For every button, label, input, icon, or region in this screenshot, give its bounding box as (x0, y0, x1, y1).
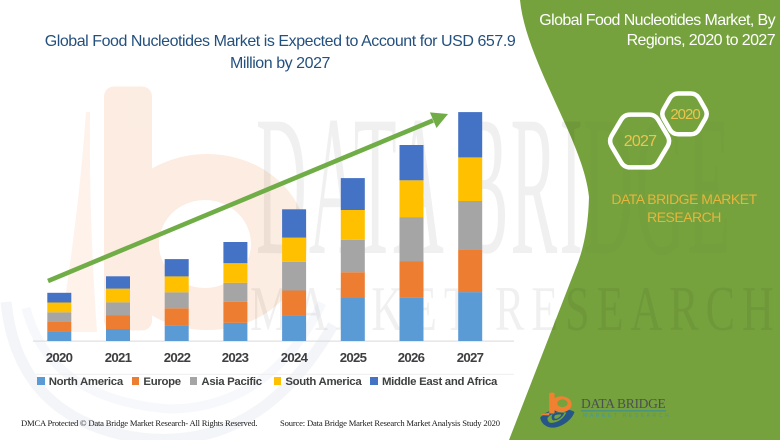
svg-text:MARKET RESEARCH: MARKET RESEARCH (250, 273, 780, 344)
